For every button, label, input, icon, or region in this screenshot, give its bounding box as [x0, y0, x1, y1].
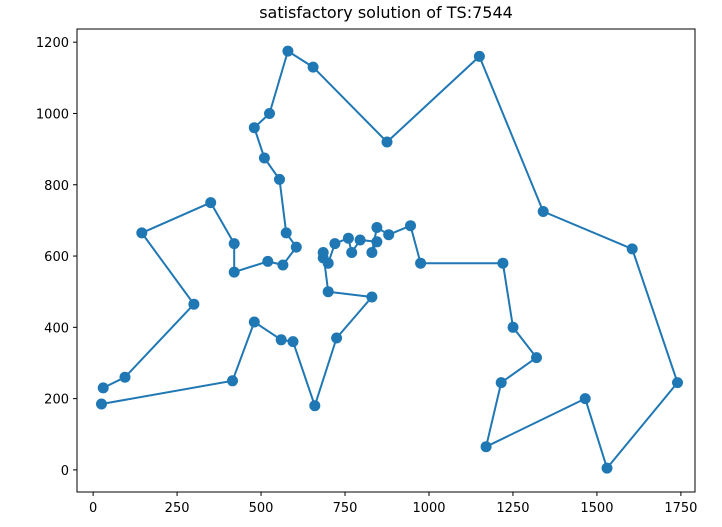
city-point	[96, 398, 107, 410]
city-point	[97, 382, 109, 394]
city-point	[371, 222, 383, 233]
city-point	[136, 227, 148, 239]
city-point	[280, 227, 292, 239]
city-point	[307, 61, 319, 73]
city-point	[228, 238, 240, 250]
city-point	[331, 332, 343, 344]
x-tick-label: 1500	[580, 501, 613, 516]
city-point	[495, 377, 507, 389]
city-point	[626, 243, 638, 255]
city-point	[282, 45, 294, 57]
y-tick-label: 1000	[36, 107, 69, 122]
city-point	[366, 291, 378, 303]
city-point	[322, 286, 334, 298]
y-tick-label: 1200	[36, 36, 69, 51]
city-point	[342, 232, 354, 244]
city-point	[309, 400, 321, 412]
city-point	[188, 298, 200, 310]
y-tick-label: 600	[44, 250, 69, 265]
city-point	[405, 220, 416, 232]
city-point	[262, 255, 274, 267]
city-point	[497, 257, 509, 269]
y-tick-label: 200	[44, 393, 69, 408]
city-point	[329, 238, 341, 250]
x-tick-label: 0	[89, 501, 97, 516]
city-point	[507, 321, 519, 333]
city-point	[277, 259, 289, 271]
city-point	[274, 173, 285, 185]
city-point	[354, 234, 366, 246]
y-tick-label: 400	[44, 321, 69, 336]
city-point	[531, 352, 542, 364]
x-axis: 0 250 500 750 1000 1250 1500 1750	[89, 492, 697, 516]
city-point	[290, 241, 302, 253]
x-tick-label: 750	[333, 501, 358, 516]
y-tick-label: 0	[61, 464, 69, 479]
city-point	[227, 375, 238, 387]
city-point	[381, 136, 393, 148]
x-tick-label: 500	[249, 501, 274, 516]
city-point	[346, 247, 358, 258]
x-tick-label: 1250	[496, 501, 529, 516]
x-tick-label: 250	[165, 501, 190, 516]
x-tick-label: 1000	[412, 501, 445, 516]
city-point	[537, 206, 549, 217]
city-point	[415, 257, 427, 269]
city-point	[264, 108, 275, 119]
y-tick-label: 800	[44, 179, 69, 194]
city-point	[473, 50, 485, 62]
city-point	[672, 377, 683, 389]
city-point	[248, 122, 260, 134]
axes-frame	[76, 28, 696, 493]
y-axis: 0 200 400 600 800 1000 1200	[36, 36, 77, 479]
city-point	[287, 336, 299, 348]
city-point	[119, 371, 131, 383]
city-point	[258, 152, 270, 164]
city-point	[248, 316, 260, 328]
city-point	[480, 441, 492, 453]
x-tick-label: 1750	[664, 501, 697, 516]
city-point	[366, 247, 378, 258]
city-point	[205, 197, 217, 209]
city-point	[371, 236, 383, 248]
city-point	[317, 247, 329, 258]
chart-title: satisfactory solution of TS:7544	[259, 3, 513, 22]
city-point	[601, 462, 613, 474]
city-point	[383, 229, 395, 241]
city-point	[579, 393, 591, 405]
city-point	[228, 266, 240, 278]
plot-area	[96, 45, 683, 474]
city-point	[275, 334, 287, 346]
